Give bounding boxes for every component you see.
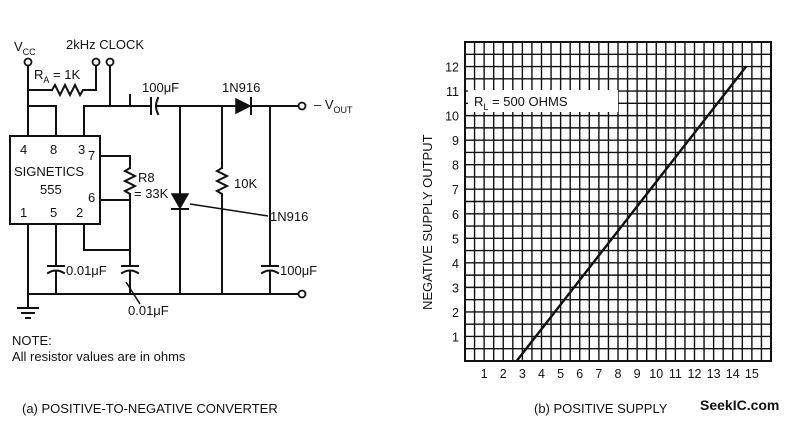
x-tick-labels: 1 2 3 4 5 6 7 8 9 10 11 12 13 14 15 [481, 367, 759, 381]
y-axis-label: NEGATIVE SUPPLY OUTPUT [420, 134, 435, 310]
x-tick-label: 2 [500, 367, 507, 381]
x-tick-label: 5 [557, 367, 564, 381]
pin5-cap-plate-bottom [46, 269, 66, 275]
ra-resistor [50, 65, 97, 98]
x-tick-label: 8 [615, 367, 622, 381]
y-tick-label: 1 [452, 330, 459, 344]
series-diode-label: 1N916 [222, 80, 260, 95]
pin-4-label: 4 [20, 142, 27, 157]
r8-value: = 33K [134, 186, 169, 201]
y-tick-label: 7 [452, 183, 459, 197]
timing-cap-plate-bottom [120, 269, 140, 275]
x-tick-label: 9 [634, 367, 641, 381]
r8-resistor [122, 166, 138, 201]
vout-label: – VOUT [314, 97, 353, 115]
timing-cap-label: 0.01μF [128, 303, 169, 318]
y-tick-label: 10 [445, 110, 459, 124]
x-tick-label: 14 [726, 367, 740, 381]
r10k-resistor [214, 166, 230, 295]
coupling-cap-label: 100μF [142, 80, 179, 95]
pin-6-label: 6 [88, 190, 95, 205]
shunt-diode-leader [189, 203, 269, 217]
pin-8-label: 8 [50, 142, 57, 157]
chart-grid [465, 42, 771, 361]
clock-label: 2kHz CLOCK [66, 37, 144, 52]
clock-terminal-2 [105, 57, 115, 67]
pin3-wire [83, 65, 111, 137]
vcc-label: VCC [14, 39, 36, 57]
pin-3-label: 3 [78, 142, 85, 157]
x-tick-label: 11 [669, 367, 682, 381]
caption-a: (a) POSITIVE-TO-NEGATIVE CONVERTER [22, 401, 278, 416]
chart-annotation: RL = 500 OHMS [474, 94, 568, 112]
caption-b: (b) POSITIVE SUPPLY [534, 401, 668, 416]
pin7-wire [99, 155, 131, 169]
series-line-rl-500 [515, 65, 748, 362]
ic-part-label: 555 [40, 182, 62, 197]
ground-icon [17, 307, 39, 319]
legend-bg [468, 90, 618, 112]
ra-label: RA = 1K [34, 67, 80, 85]
ground-out-terminal [297, 289, 307, 299]
note-text: All resistor values are in ohms [12, 349, 186, 364]
y-tick-label: 2 [452, 306, 459, 320]
note-title: NOTE: [12, 333, 52, 348]
y-tick-label: 4 [452, 257, 459, 271]
shunt-diode-icon [170, 193, 190, 210]
y-tick-label: 3 [452, 281, 459, 295]
pin2-wire [83, 223, 131, 251]
pin6-wire [99, 199, 131, 251]
ground-rail [27, 223, 299, 295]
series-diode-icon [235, 97, 252, 115]
y-tick-label: 11 [446, 85, 459, 99]
x-tick-label: 7 [595, 367, 602, 381]
y-tick-label: 5 [452, 232, 459, 246]
vout-terminal [297, 101, 307, 111]
x-tick-label: 12 [688, 367, 702, 381]
out-cap-plate-bottom [260, 269, 280, 275]
r10k-label: 10K [234, 176, 257, 191]
x-tick-label: 15 [745, 367, 759, 381]
pin-7-label: 7 [88, 148, 95, 163]
out-cap-label: 100μF [280, 263, 317, 278]
shunt-diode-label: 1N916 [270, 209, 308, 224]
x-tick-label: 1 [481, 367, 488, 381]
y-tick-label: 9 [452, 134, 459, 148]
x-tick-label: 3 [519, 367, 526, 381]
y-tick-label: 6 [452, 208, 459, 222]
y-tick-label: 12 [445, 61, 459, 75]
x-tick-label: 4 [538, 367, 545, 381]
pin-1-label: 1 [20, 205, 27, 220]
pin-5-label: 5 [50, 205, 57, 220]
pin7-top-wire [109, 94, 131, 107]
vcc-terminal [23, 57, 33, 67]
pin8-wire [27, 89, 57, 137]
pin-2-label: 2 [76, 205, 83, 220]
chart-frame [464, 41, 772, 362]
y-tick-label: 8 [452, 159, 459, 173]
r8-label: R8 [138, 170, 155, 185]
ic-name-label: SIGNETICS [14, 164, 84, 179]
x-tick-label: 10 [649, 367, 663, 381]
pin5-cap-label: 0.01μF [66, 263, 107, 278]
x-tick-label: 13 [707, 367, 721, 381]
converter-circuit: VCC 2kHz CLOCK RA = 1K 4 8 3 7 SIGNETICS… [9, 37, 353, 416]
watermark-text: SeekIC.com [700, 397, 779, 413]
clock-terminal-1 [91, 57, 101, 67]
x-tick-label: 6 [576, 367, 583, 381]
